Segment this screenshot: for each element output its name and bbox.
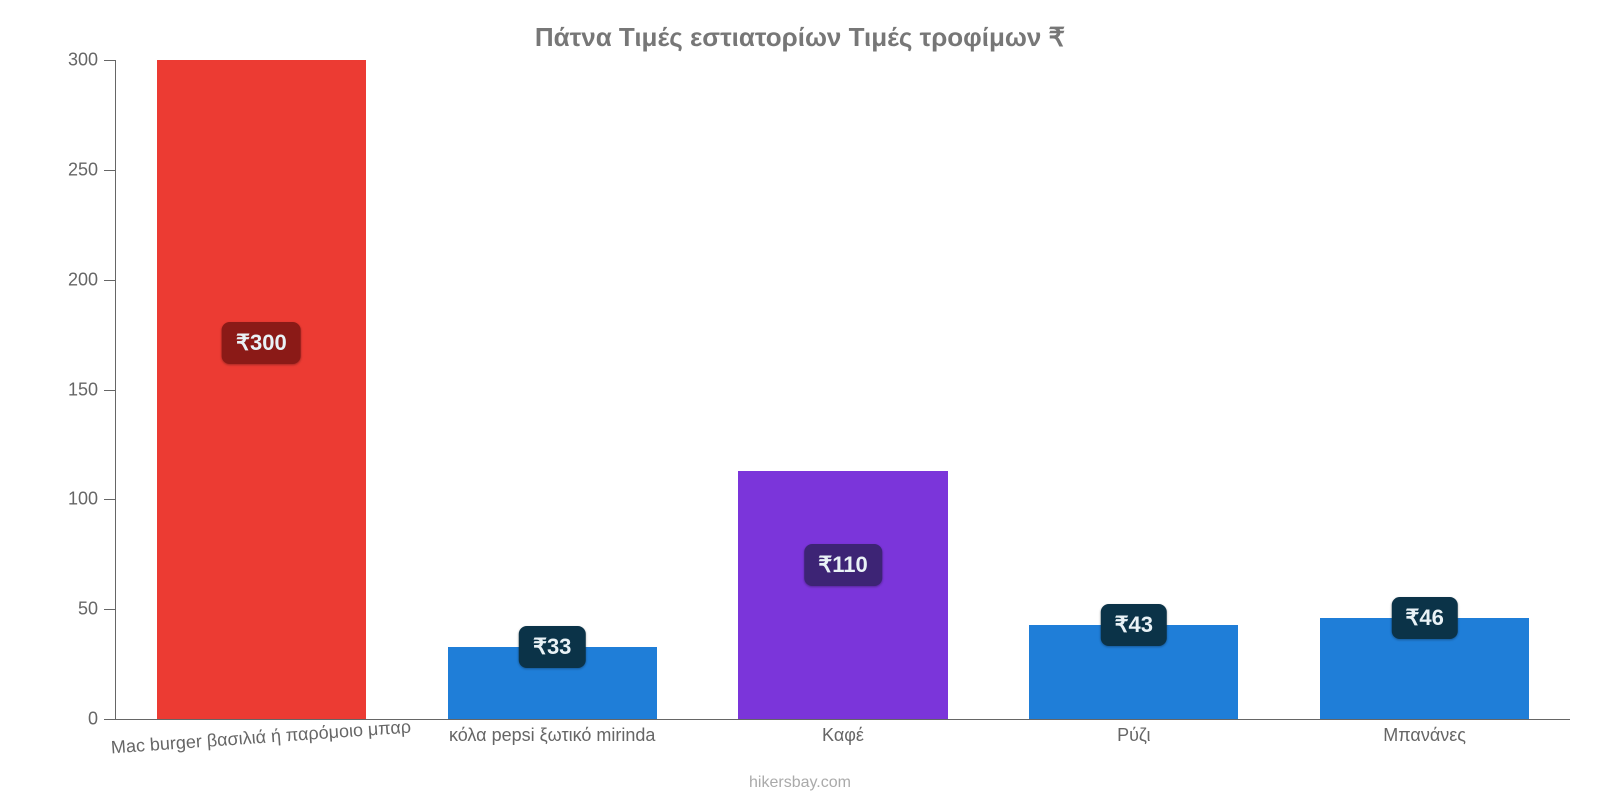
y-tick-label: 150 [68, 379, 116, 400]
x-axis-label: κόλα pepsi ξωτικό mirinda [449, 725, 655, 746]
y-tick-label: 0 [88, 709, 116, 730]
chart-title: Πάτνα Τιμές εστιατορίων Τιμές τροφίμων ₹ [0, 22, 1600, 53]
x-axis-label: Mac burger βασιλιά ή παρόμοιο μπαρ [111, 717, 412, 759]
value-badge: ₹43 [1101, 604, 1167, 646]
y-tick-label: 200 [68, 269, 116, 290]
bar [738, 471, 947, 719]
y-tick-label: 50 [78, 599, 116, 620]
y-tick-label: 250 [68, 159, 116, 180]
value-badge: ₹110 [804, 544, 882, 586]
value-badge: ₹33 [519, 626, 585, 668]
x-axis-label: Καφέ [822, 725, 864, 746]
value-badge: ₹300 [222, 322, 301, 364]
bar [157, 60, 366, 719]
y-tick-label: 300 [68, 50, 116, 71]
value-badge: ₹46 [1391, 597, 1457, 639]
credit-text: hikersbay.com [0, 774, 1600, 792]
plot-area: 050100150200250300₹300Mac burger βασιλιά… [115, 60, 1570, 720]
x-axis-label: Ρύζι [1117, 725, 1150, 746]
x-axis-label: Μπανάνες [1383, 725, 1466, 746]
y-tick-label: 100 [68, 489, 116, 510]
